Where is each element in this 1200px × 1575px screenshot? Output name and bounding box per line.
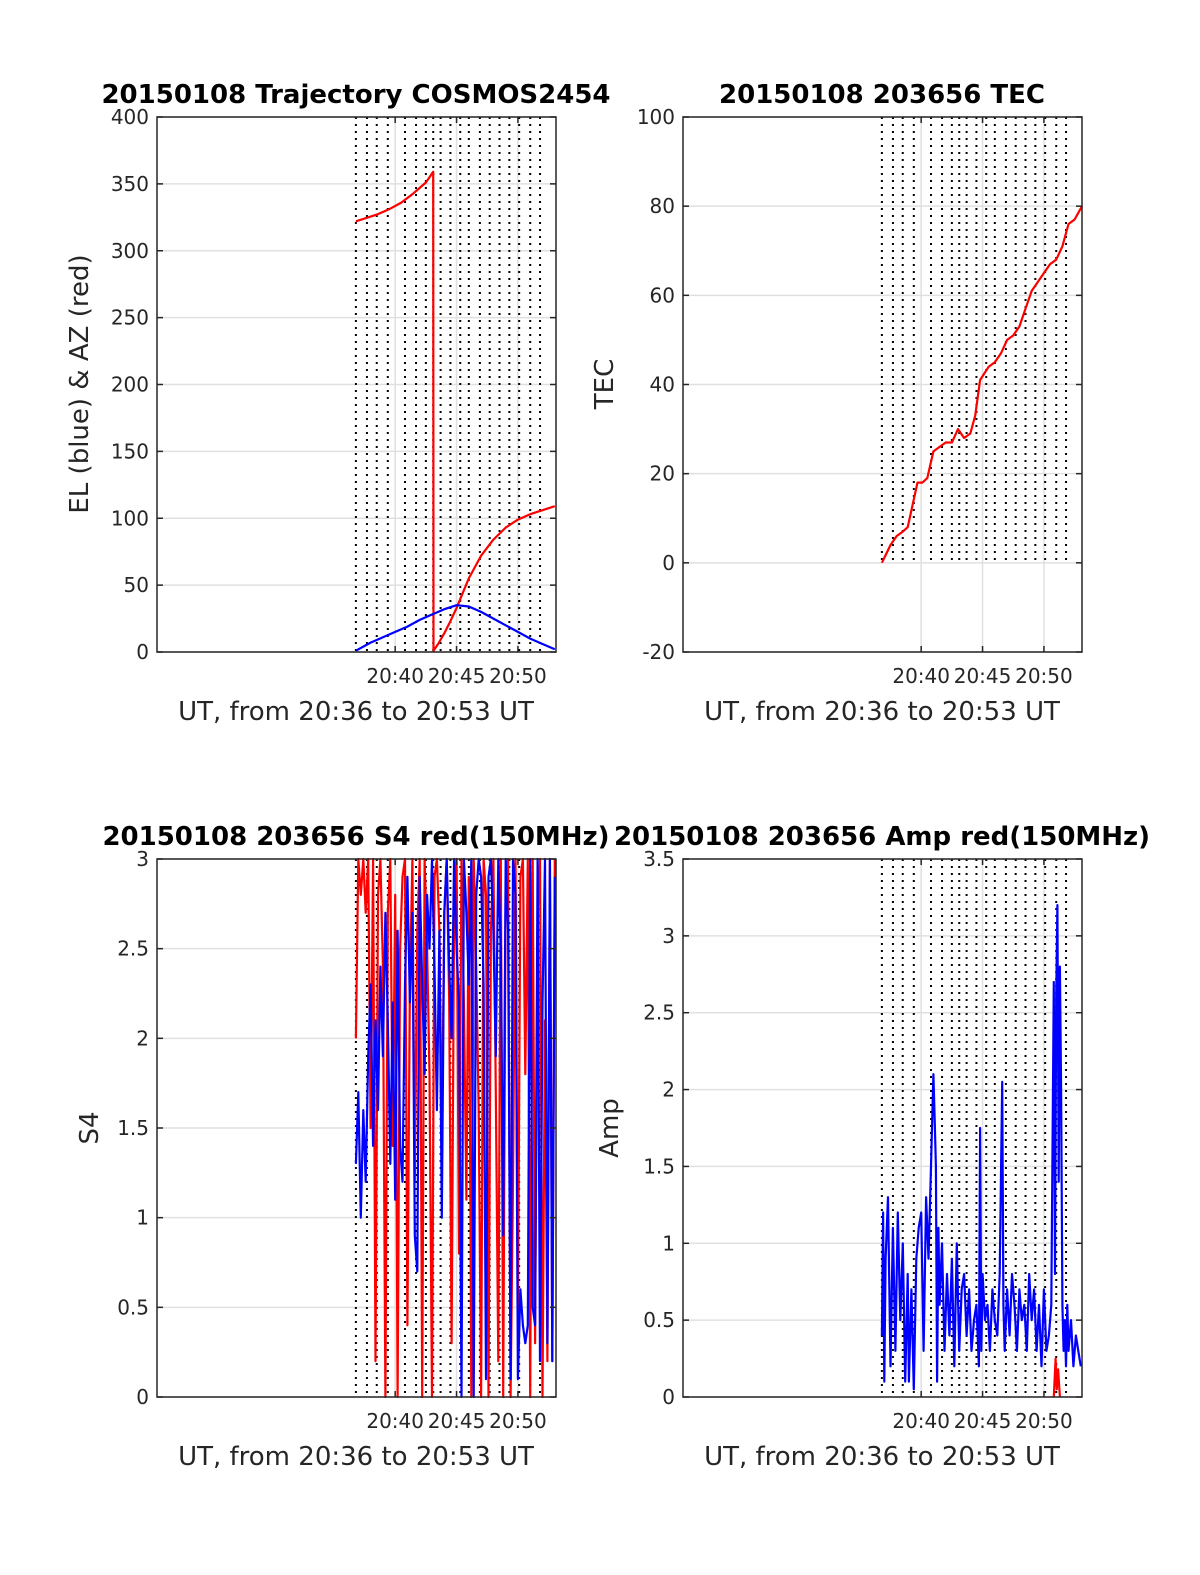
y-tick-label: 3 [662, 924, 675, 948]
x-tick-label: 20:40 [366, 1409, 424, 1433]
y-tick-label: -20 [642, 640, 675, 664]
x-tick-label: 20:45 [954, 664, 1012, 688]
x-tick-label: 20:50 [489, 664, 547, 688]
y-tick-label: 40 [650, 373, 675, 397]
y-tick-label: 1 [136, 1206, 149, 1230]
amp-panel: 20150108 203656 Amp red(150MHz) 0 0.5 1 1.5… [595, 822, 1150, 1472]
y-tick-label: 350 [111, 172, 149, 196]
x-tick-label: 20:40 [366, 664, 424, 688]
s4-plot: 0 0.5 1 1.5 2 2.5 3 20:40 20:45 20:50 [117, 847, 557, 1433]
y-tick-label: 3 [136, 847, 149, 871]
y-tick-label: 1.5 [117, 1116, 149, 1140]
s4-panel: 20150108 203656 S4 red(150MHz) 0 0.5 1 1.5 2… [75, 822, 610, 1472]
y-axis-label: EL (blue) & AZ (red) [65, 254, 95, 513]
tec-panel: 20150108 203656 TEC -20 0 20 40 60 80 100 20:40… [590, 80, 1083, 727]
y-tick-label: 250 [111, 306, 149, 330]
y-tick-label: 3.5 [643, 847, 675, 871]
chart-title: 20150108 203656 S4 red(150MHz) [102, 822, 609, 852]
y-tick-label: 2.5 [643, 1001, 675, 1025]
axes-box [682, 858, 1083, 1398]
y-tick-label: 0 [136, 1385, 149, 1409]
series-line-0 [355, 170, 556, 652]
series-line-1 [880, 903, 1082, 1391]
y-tick-label: 2.5 [117, 937, 149, 961]
x-axis-label: UT, from 20:36 to 20:53 UT [178, 697, 534, 727]
series-line-1 [355, 604, 556, 652]
y-tick-label: 150 [111, 439, 149, 463]
trajectory-panel: 20150108 Trajectory COSMOS2454 0 50 100 150… [65, 80, 611, 727]
y-tick-label: 0 [662, 1385, 675, 1409]
x-tick-label: 20:50 [489, 1409, 547, 1433]
x-tick-label: 20:45 [428, 664, 486, 688]
y-axis-label: Amp [595, 1098, 625, 1158]
y-tick-label: 20 [650, 462, 675, 486]
y-tick-label: 200 [111, 373, 149, 397]
y-tick-label: 2 [662, 1078, 675, 1102]
y-tick-label: 300 [111, 239, 149, 263]
y-tick-label: 1 [662, 1231, 675, 1255]
series-line-0 [880, 205, 1083, 564]
y-axis-label: TEC [590, 359, 620, 410]
y-axis-label: S4 [75, 1111, 105, 1144]
y-tick-label: 2 [136, 1026, 149, 1050]
series-line-1 [354, 857, 556, 1399]
chart-title: 20150108 203656 TEC [719, 80, 1045, 110]
y-tick-label: 0 [136, 640, 149, 664]
amp-plot: 0 0.5 1 1.5 2 2.5 3 3.5 20:40 20:45 20:50 [643, 847, 1083, 1433]
x-tick-label: 20:50 [1015, 1409, 1073, 1433]
y-tick-label: 400 [111, 105, 149, 129]
x-tick-label: 20:45 [428, 1409, 486, 1433]
chart-title: 20150108 203656 Amp red(150MHz) [614, 822, 1150, 852]
x-tick-label: 20:50 [1015, 664, 1073, 688]
y-tick-label: 0 [662, 551, 675, 575]
y-tick-label: 100 [637, 105, 675, 129]
y-tick-label: 100 [111, 506, 149, 530]
chart-title: 20150108 Trajectory COSMOS2454 [101, 80, 610, 110]
series-line-0 [1052, 1357, 1061, 1398]
y-tick-label: 1.5 [643, 1154, 675, 1178]
y-tick-label: 0.5 [117, 1295, 149, 1319]
x-axis-label: UT, from 20:36 to 20:53 UT [178, 1442, 534, 1472]
x-tick-label: 20:45 [954, 1409, 1012, 1433]
trajectory-plot: 0 50 100 150 200 250 300 350 400 20:40 20:45 20:50 [111, 105, 557, 688]
x-axis-label: UT, from 20:36 to 20:53 UT [704, 697, 1060, 727]
y-tick-label: 80 [650, 194, 675, 218]
y-tick-label: 60 [650, 283, 675, 307]
x-tick-label: 20:40 [892, 664, 950, 688]
y-tick-label: 50 [124, 573, 149, 597]
x-tick-label: 20:40 [892, 1409, 950, 1433]
y-tick-label: 0.5 [643, 1308, 675, 1332]
x-axis-label: UT, from 20:36 to 20:53 UT [704, 1442, 1060, 1472]
tec-plot: -20 0 20 40 60 80 100 20:40 20:45 20:50 [637, 105, 1083, 688]
